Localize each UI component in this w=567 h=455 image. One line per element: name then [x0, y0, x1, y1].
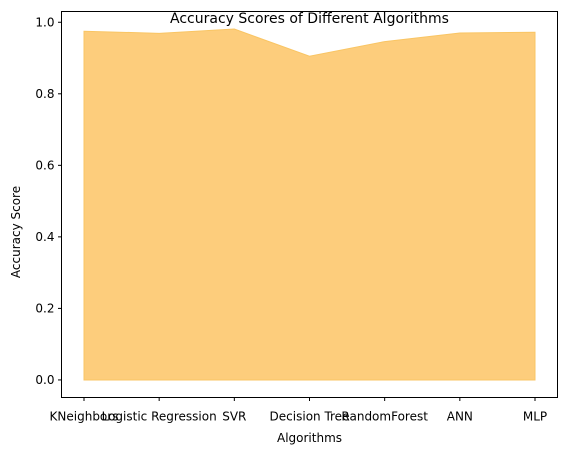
area-fill: [83, 28, 536, 381]
x-tick-label: KNeighbors: [50, 410, 119, 424]
x-tick-label: Logistic Regression: [102, 410, 217, 424]
x-axis-label: Algorithms: [277, 431, 342, 445]
y-tick-label: 0.8: [35, 87, 54, 101]
chart-title: Accuracy Scores of Different Algorithms: [170, 11, 449, 27]
y-tick-label: 0.0: [35, 373, 54, 387]
y-axis-ticks: 0.0 0.2 0.4 0.6 0.8 1.0: [35, 15, 62, 387]
x-tick-label: MLP: [523, 410, 547, 424]
x-tick-label: SVR: [222, 410, 246, 424]
y-tick-label: 0.2: [35, 301, 54, 315]
x-tick-label: RandomForest: [341, 410, 428, 424]
x-tick-label: ANN: [447, 410, 473, 424]
y-tick-label: 1.0: [35, 15, 54, 29]
x-tick-label: Decision Tree: [270, 410, 350, 424]
area-series: [83, 28, 536, 381]
y-axis-label: Accuracy Score: [9, 186, 23, 278]
y-tick-label: 0.6: [35, 158, 54, 172]
y-tick-label: 0.4: [35, 230, 54, 244]
